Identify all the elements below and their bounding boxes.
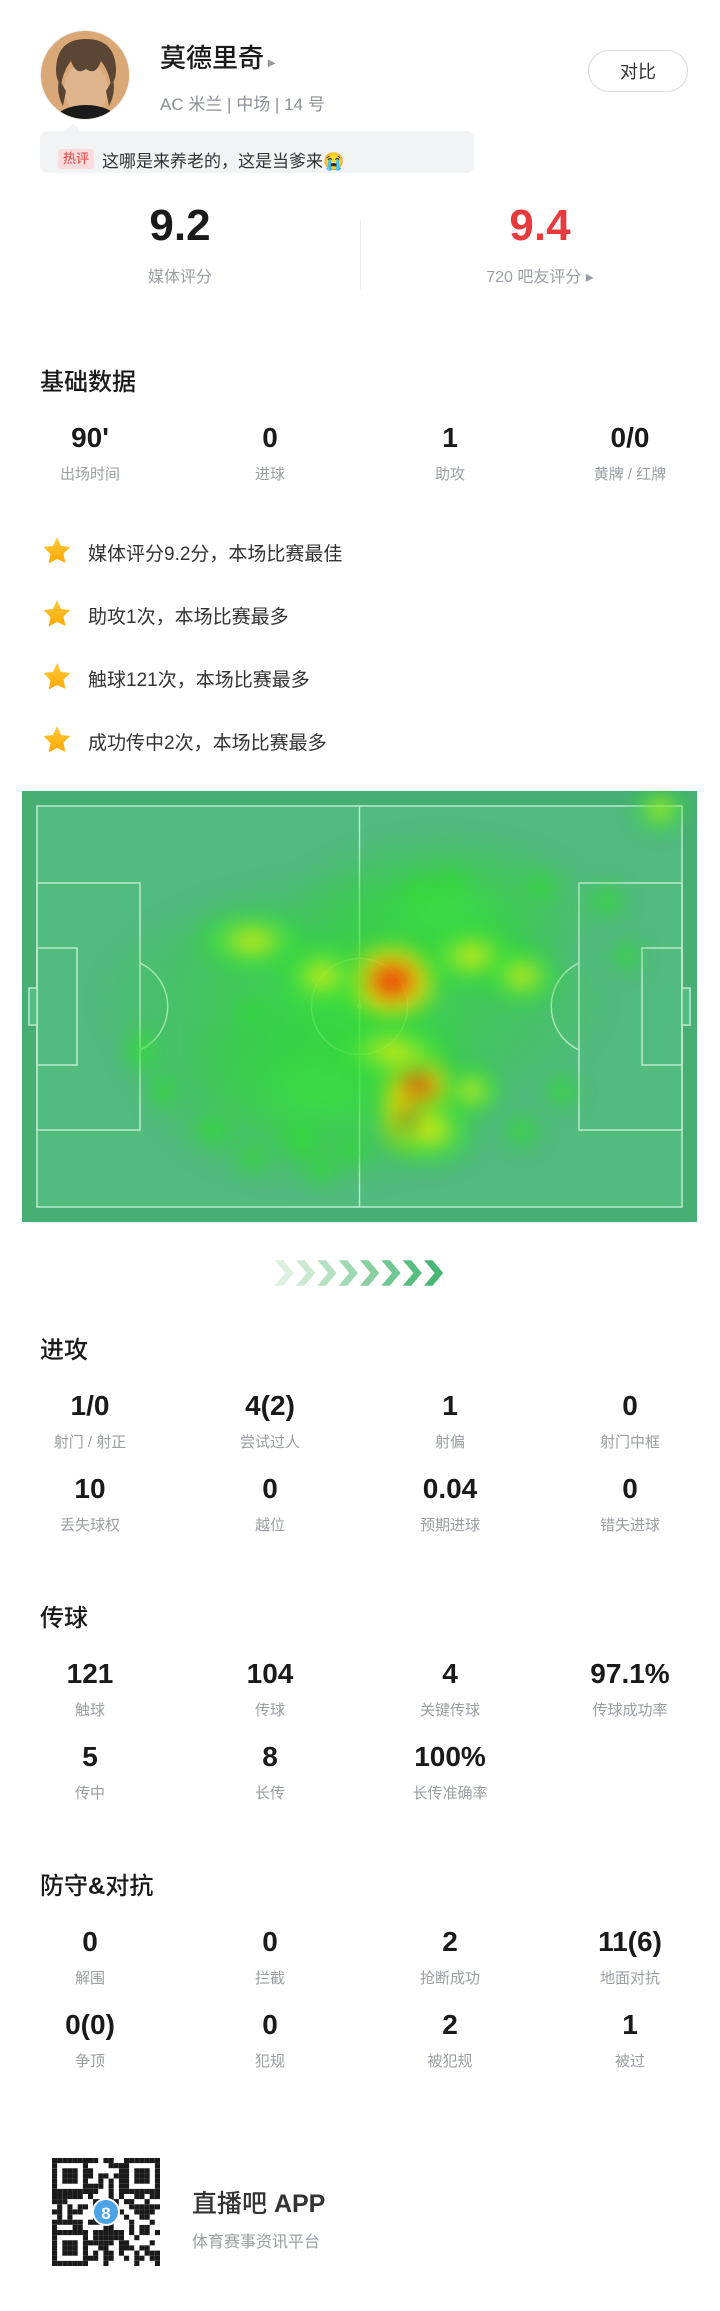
svg-text:8: 8 — [101, 2204, 110, 2223]
